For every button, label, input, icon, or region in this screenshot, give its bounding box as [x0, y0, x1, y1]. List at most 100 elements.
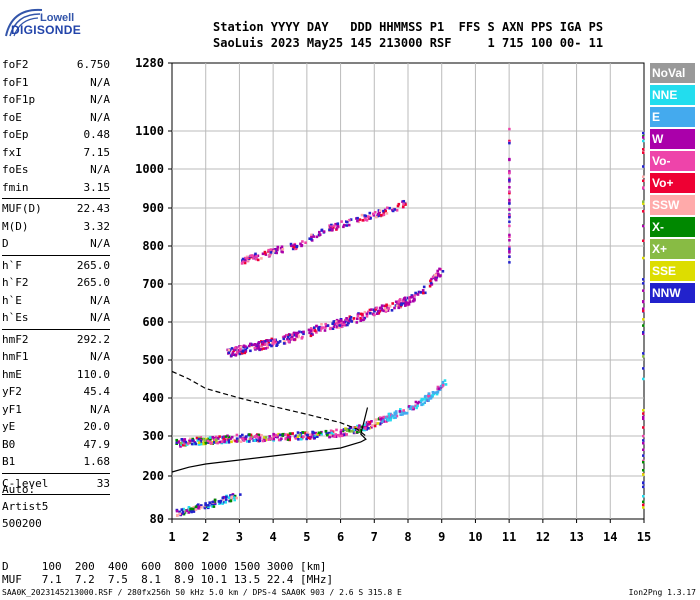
echo-point-f1	[177, 440, 180, 444]
echo-point-f1	[275, 435, 279, 439]
echo-point-15mhz	[642, 289, 645, 292]
echo-point-11mhz	[508, 127, 511, 131]
echo-point-f1	[222, 435, 226, 438]
echo-point-f3	[393, 208, 397, 211]
echo-point-f2	[242, 344, 246, 348]
echo-point-f3	[382, 213, 386, 217]
echo-point-f1	[433, 391, 437, 394]
echo-point-11mhz	[508, 177, 511, 181]
echo-point-es	[180, 508, 184, 511]
echo-point-f1	[197, 443, 201, 446]
echo-point-f1	[352, 428, 355, 432]
auto-label: Auto:	[2, 483, 36, 496]
param-name: M(D)	[2, 219, 29, 233]
echo-point-f2	[377, 309, 380, 313]
echo-point-f2	[320, 323, 323, 326]
echo-point-f2	[285, 333, 288, 337]
echo-point-f3	[249, 254, 252, 258]
echo-point-f1	[391, 414, 394, 417]
param-name: B0	[2, 437, 16, 451]
echo-point-11mhz	[508, 202, 511, 205]
echo-point-f1	[191, 439, 194, 442]
echo-point-es	[233, 494, 237, 498]
echo-point-f1	[216, 441, 219, 445]
echo-point-f1	[208, 440, 212, 444]
echo-point-f1	[436, 390, 440, 394]
param-separator	[2, 494, 110, 495]
echo-point-f1	[298, 433, 301, 437]
param-value: 3.15	[83, 180, 111, 194]
echo-point-f2	[326, 324, 330, 327]
echo-point-es	[224, 501, 227, 504]
echo-point-f2	[356, 314, 360, 318]
echo-point-f3	[340, 220, 343, 223]
echo-point-f1	[199, 440, 203, 443]
echo-point-15mhz	[642, 200, 645, 203]
echo-point-f1	[373, 424, 377, 428]
echo-point-f2	[283, 335, 287, 338]
echo-point-f1	[210, 442, 213, 445]
echo-point-f1	[345, 433, 348, 436]
echo-point-f1	[260, 434, 263, 437]
echo-point-f2	[363, 316, 367, 320]
echo-point-f1	[319, 431, 322, 435]
echo-point-f3	[388, 206, 391, 210]
echo-point-f1	[250, 435, 254, 438]
echo-point-f1	[277, 432, 280, 436]
echo-point-f3	[310, 238, 313, 241]
echo-point-es	[205, 505, 208, 508]
echo-point-f3	[301, 240, 304, 243]
echo-point-f3	[295, 244, 299, 248]
echo-point-15mhz	[642, 131, 645, 135]
echo-point-f2	[270, 337, 274, 341]
echo-point-f1	[379, 418, 382, 421]
param-row: foF2 6.750	[2, 56, 110, 74]
logo-digisonde: DIGISONDE	[11, 23, 82, 37]
echo-point-f1	[253, 439, 257, 442]
echo-point-15mhz	[642, 136, 645, 139]
echo-point-f1	[175, 441, 179, 444]
echo-point-f2	[290, 333, 294, 337]
echo-point-f2	[422, 291, 425, 295]
echo-point-f3	[402, 205, 405, 208]
param-value: 47.9	[83, 437, 111, 451]
echo-point-f2	[337, 326, 341, 329]
echo-point-f1	[227, 435, 231, 439]
echo-point-f2	[263, 342, 266, 345]
echo-point-f1	[245, 435, 248, 438]
echo-point-f1	[278, 433, 282, 437]
echo-point-es	[211, 505, 214, 508]
echo-point-f1	[294, 435, 297, 439]
echo-point-f1	[258, 439, 262, 443]
echo-point-f1	[175, 438, 178, 442]
echo-point-f2	[266, 344, 269, 347]
echo-point-es	[192, 506, 196, 509]
echo-point-11mhz	[508, 239, 511, 242]
param-name: foF1p	[2, 93, 36, 106]
echo-point-f3	[391, 209, 395, 213]
echo-point-f2	[359, 319, 362, 322]
echo-point-f2	[408, 299, 411, 302]
echo-point-f2	[302, 332, 305, 336]
echo-point-f2	[402, 301, 406, 305]
echo-point-f1	[332, 430, 336, 433]
echo-point-f1	[209, 438, 212, 441]
echo-point-f2	[362, 318, 366, 321]
echo-point-f3	[276, 245, 280, 249]
echo-point-es	[181, 510, 185, 514]
echo-point-f1	[284, 437, 287, 441]
echo-point-f2	[383, 307, 387, 310]
param-value: 265.0	[76, 276, 110, 289]
echo-point-f2	[404, 304, 407, 307]
echo-point-f1	[296, 431, 300, 434]
echo-point-f1	[208, 436, 212, 439]
echo-point-f2	[332, 320, 335, 323]
echo-point-15mhz	[642, 309, 645, 313]
legend-item-x: X+	[650, 239, 695, 259]
echo-point-f2	[428, 284, 432, 288]
echo-point-f1	[439, 384, 443, 388]
echo-point-15mhz	[642, 179, 645, 183]
echo-point-11mhz	[508, 214, 511, 217]
echo-point-f1	[215, 438, 218, 442]
echo-point-f1	[218, 435, 221, 438]
